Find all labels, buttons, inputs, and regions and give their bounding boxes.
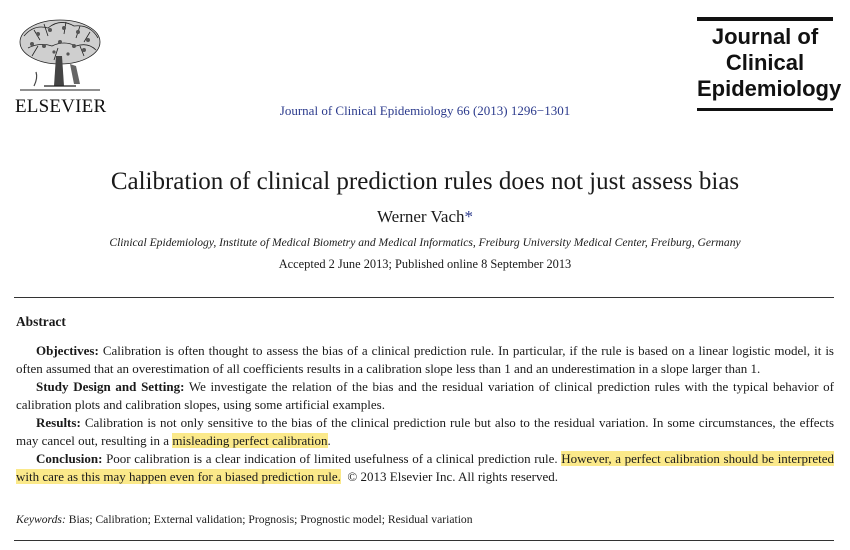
- results-label: Results:: [36, 415, 81, 430]
- results-highlight: misleading perfect calibration: [172, 433, 328, 448]
- corresponding-author-mark[interactable]: *: [464, 207, 474, 226]
- study-design-label: Study Design and Setting:: [36, 379, 185, 394]
- abstract-objectives: Objectives: Calibration is often thought…: [16, 342, 834, 378]
- elsevier-tree-icon: [14, 16, 106, 94]
- abstract-heading: Abstract: [16, 314, 66, 329]
- journal-name: Journal of Clinical Epidemiology: [697, 24, 842, 101]
- objectives-label: Objectives:: [36, 343, 99, 358]
- abstract-body: Objectives: Calibration is often thought…: [16, 342, 834, 486]
- keywords-list: Bias; Calibration; External validation; …: [68, 513, 473, 526]
- publisher-name: ELSEVIER: [15, 96, 107, 117]
- author-affiliation: Clinical Epidemiology, Institute of Medi…: [109, 236, 741, 249]
- journal-mark-rule-bottom: [697, 108, 833, 111]
- keywords-line: Keywords: Bias; Calibration; External va…: [16, 513, 473, 526]
- abstract-results: Results: Calibration is not only sensiti…: [16, 414, 834, 450]
- abstract-study-design: Study Design and Setting: We investigate…: [16, 378, 834, 414]
- journal-citation[interactable]: Journal of Clinical Epidemiology 66 (201…: [279, 103, 571, 118]
- author-line: Werner Vach*: [0, 207, 850, 227]
- conclusion-label: Conclusion:: [36, 451, 103, 466]
- conclusion-text: Poor calibration is a clear indication o…: [106, 451, 558, 466]
- study-design-text: We investigate the relation of the bias …: [16, 379, 835, 412]
- author-name: Werner Vach: [376, 207, 465, 226]
- journal-mark-rule-top: [697, 17, 833, 21]
- keywords-label: Keywords:: [16, 513, 66, 526]
- divider-bottom: [14, 540, 834, 541]
- results-text: Calibration is not only sensitive to the…: [16, 415, 835, 448]
- divider-top: [14, 297, 834, 298]
- abstract-conclusion: Conclusion: Poor calibration is a clear …: [16, 450, 834, 486]
- publication-dates: Accepted 2 June 2013; Published online 8…: [278, 257, 572, 271]
- objectives-text: Calibration is often thought to assess t…: [16, 343, 834, 376]
- copyright-notice: © 2013 Elsevier Inc. All rights reserved…: [347, 469, 558, 484]
- results-end: .: [327, 433, 331, 448]
- article-title: Calibration of clinical prediction rules…: [110, 168, 740, 195]
